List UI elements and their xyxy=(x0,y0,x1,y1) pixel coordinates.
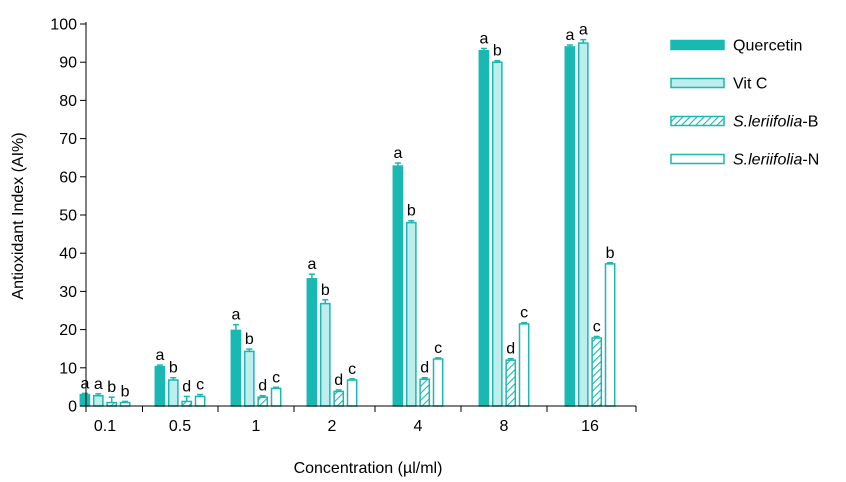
bar xyxy=(167,379,179,407)
significance-label: b xyxy=(493,43,502,60)
bar xyxy=(577,42,589,407)
significance-label: d xyxy=(258,378,267,395)
bar xyxy=(405,221,417,407)
bar xyxy=(92,394,104,407)
significance-label: a xyxy=(307,256,316,273)
significance-label: a xyxy=(393,145,402,162)
significance-label: b xyxy=(321,282,330,299)
y-tick-label: 0 xyxy=(68,399,77,416)
x-tick-label: 8 xyxy=(500,418,509,435)
significance-label: b xyxy=(245,331,254,348)
y-axis-title: Antioxidant Index (AI%) xyxy=(10,132,27,299)
significance-label: b xyxy=(169,360,178,377)
significance-label: c xyxy=(434,340,442,357)
bar xyxy=(154,365,166,407)
legend: Quercetin Vit C S.leriifolia-B S.leriifolia… xyxy=(670,38,819,169)
x-tick-label: 0.1 xyxy=(94,418,116,435)
legend-swatch xyxy=(670,115,725,127)
bar xyxy=(181,400,193,407)
legend-label: Quercetin xyxy=(733,38,802,55)
legend-label: S.leriifolia-B xyxy=(733,114,818,131)
bar xyxy=(243,350,255,407)
x-axis-title: Concentration (µl/ml) xyxy=(294,460,443,477)
bar xyxy=(346,379,358,407)
significance-label: d xyxy=(420,360,429,377)
significance-label: d xyxy=(334,372,343,389)
significance-label: b xyxy=(107,379,116,396)
legend-swatch xyxy=(670,153,725,165)
bar xyxy=(432,358,444,407)
y-tick-label: 40 xyxy=(59,246,77,263)
bar xyxy=(419,378,431,407)
bar xyxy=(79,393,91,407)
significance-label: a xyxy=(479,30,488,47)
legend-label: S.leriifolia-N xyxy=(733,152,819,169)
bar xyxy=(478,49,490,407)
bar xyxy=(564,46,576,407)
bar xyxy=(392,165,404,407)
bar xyxy=(319,302,331,407)
bar xyxy=(257,396,269,407)
y-tick-label: 90 xyxy=(59,55,77,72)
y-tick-label: 30 xyxy=(59,284,77,301)
bar xyxy=(333,390,345,407)
bar xyxy=(591,337,603,407)
bar xyxy=(194,395,206,407)
significance-label: a xyxy=(94,376,103,393)
bar xyxy=(106,401,118,407)
significance-label: c xyxy=(348,361,356,378)
bar xyxy=(306,278,318,407)
axes: 0 10 20 30 40 50 60 70 80 90 100 0.1 0.5 1 2 4 8 16 Concen… xyxy=(10,17,637,477)
legend-swatch xyxy=(670,77,725,89)
x-tick-label: 2 xyxy=(328,418,337,435)
bar xyxy=(505,359,517,407)
y-tick-label: 10 xyxy=(59,360,77,377)
significance-label: d xyxy=(506,341,515,358)
y-tick-label: 70 xyxy=(59,131,77,148)
significance-label: a xyxy=(80,375,89,392)
y-tick-label: 60 xyxy=(59,169,77,186)
legend-label: Vit C xyxy=(733,76,767,93)
bar xyxy=(230,329,242,407)
bar xyxy=(119,401,131,407)
bar xyxy=(604,263,616,407)
bar xyxy=(518,323,530,407)
significance-label: a xyxy=(579,22,588,39)
significance-label: c xyxy=(593,318,601,335)
y-tick-label: 50 xyxy=(59,208,77,225)
significance-label: a xyxy=(565,27,574,44)
significance-label: c xyxy=(520,305,528,322)
bar xyxy=(491,61,503,407)
legend-swatch xyxy=(670,39,725,51)
significance-label: a xyxy=(155,347,164,364)
significance-label: a xyxy=(231,307,240,324)
x-tick-label: 0.5 xyxy=(169,418,191,435)
x-tick-label: 16 xyxy=(581,418,599,435)
y-tick-label: 80 xyxy=(59,93,77,110)
significance-label: b xyxy=(606,245,615,262)
significance-label: b xyxy=(407,203,416,220)
significance-label: c xyxy=(272,369,280,386)
y-tick-label: 100 xyxy=(50,17,77,34)
significance-label: c xyxy=(196,377,204,394)
significance-label: d xyxy=(182,378,191,395)
significance-label: b xyxy=(121,383,130,400)
x-tick-label: 4 xyxy=(414,418,423,435)
x-tick-label: 1 xyxy=(252,418,261,435)
y-tick-label: 20 xyxy=(59,322,77,339)
bar xyxy=(270,387,282,407)
